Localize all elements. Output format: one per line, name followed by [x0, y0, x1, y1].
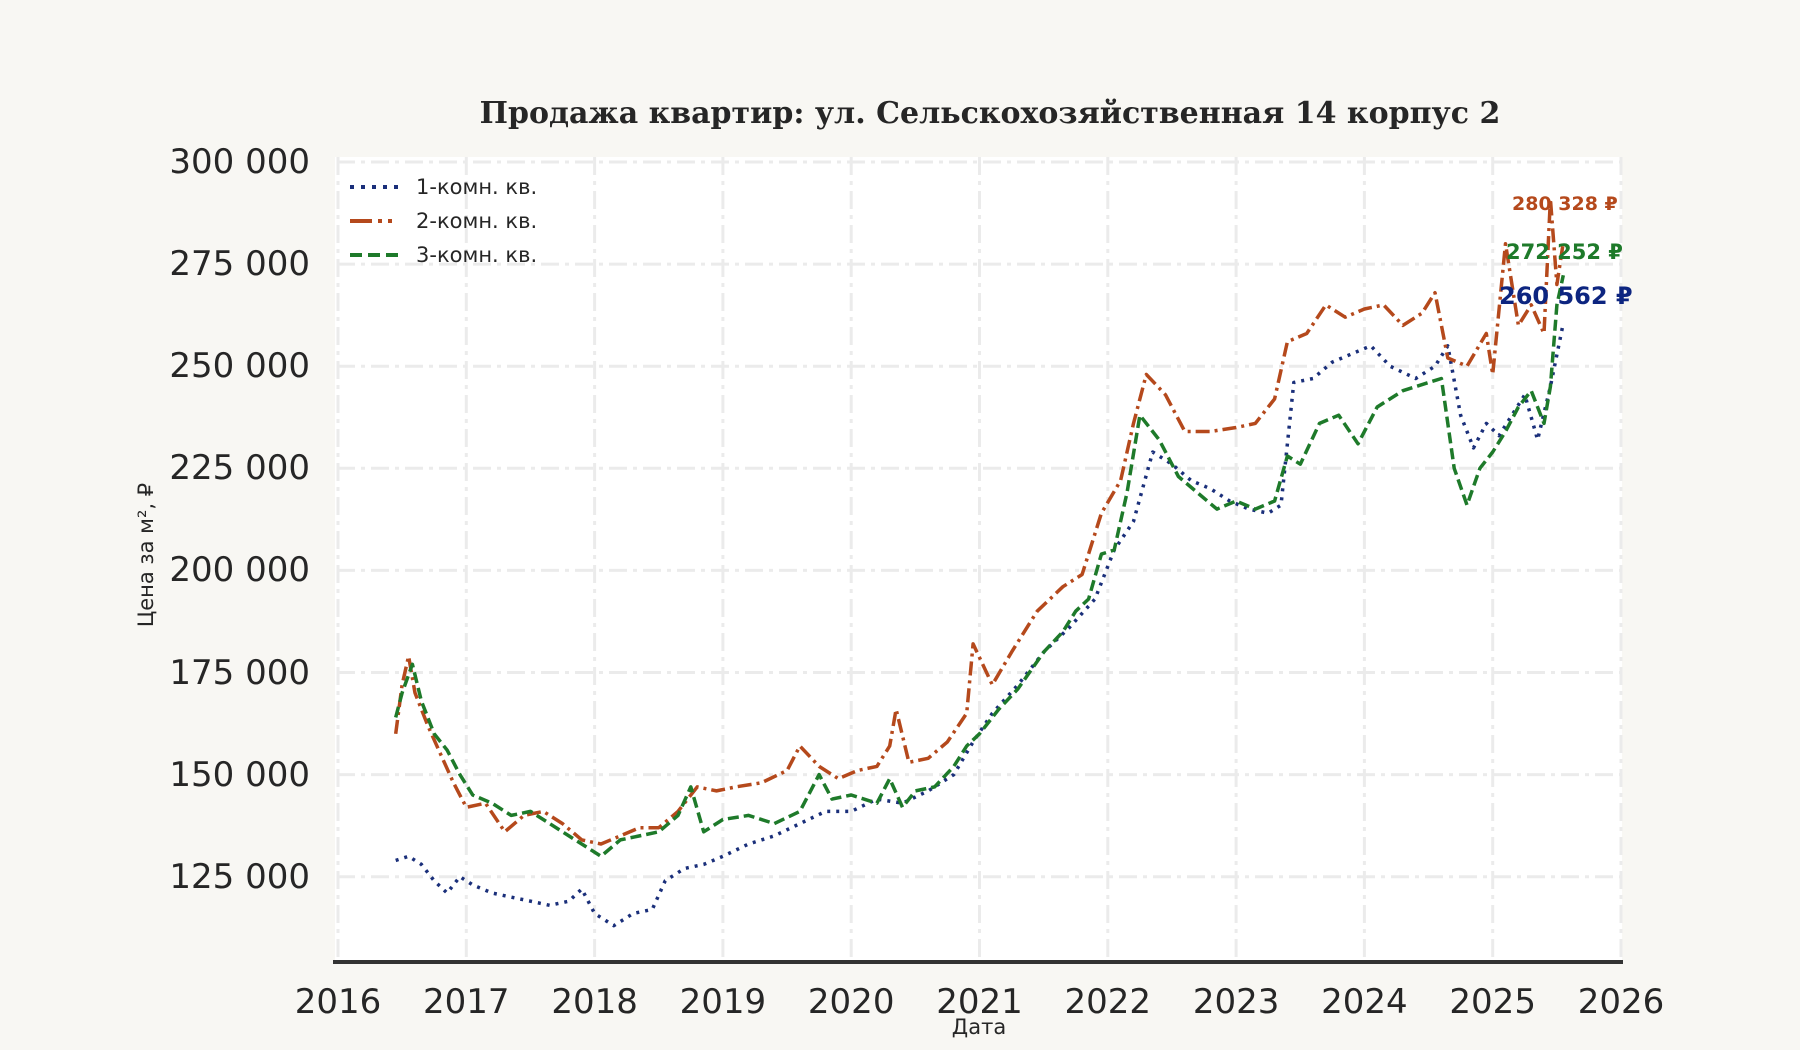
x-tick-label: 2026	[1577, 982, 1665, 1022]
y-tick-label: 275 000	[169, 244, 310, 285]
y-tick-label: 300 000	[169, 142, 310, 182]
x-tick-label: 2025	[1449, 982, 1536, 1022]
x-tick-label: 2017	[423, 982, 510, 1022]
x-tick-label: 2023	[1192, 982, 1280, 1022]
y-tick-label: 175 000	[169, 652, 310, 693]
dashed-line-swatch-icon	[350, 253, 398, 257]
legend-item-2room: 2-комн. кв.	[348, 204, 537, 238]
legend-label: 1-комн. кв.	[416, 175, 538, 199]
grid-lines	[336, 157, 1623, 960]
x-tick-label: 2016	[294, 982, 382, 1022]
end-label-1room: 260 562 ₽	[1499, 282, 1633, 310]
x-tick-label: 2024	[1321, 982, 1408, 1022]
x-axis-label: Дата	[951, 1015, 1007, 1039]
x-tick-label: 2019	[679, 982, 767, 1022]
y-tick-label: 225 000	[169, 448, 310, 489]
x-tick-label: 2018	[551, 982, 638, 1022]
series-line-3room	[394, 274, 1566, 859]
dashdot-line-swatch-icon	[350, 219, 398, 223]
y-tick-label: 125 000	[169, 856, 310, 897]
y-tick-label: 150 000	[169, 754, 310, 795]
x-tick-label: 2020	[807, 982, 895, 1022]
legend-item-1room: 1-комн. кв.	[348, 170, 537, 204]
dotted-line-swatch-icon	[350, 185, 398, 189]
x-tick-label: 2022	[1064, 982, 1152, 1022]
series-lines	[393, 197, 1566, 928]
chart-title: Продажа квартир: ул. Сельскохозяйственна…	[479, 96, 1501, 131]
legend-label: 3-комн. кв.	[416, 243, 538, 267]
end-label-2room: 280 328 ₽	[1512, 193, 1618, 215]
y-tick-label: 250 000	[169, 346, 310, 387]
end-label-3room: 272 252 ₽	[1506, 240, 1623, 264]
y-axis-label: Цена за м², ₽	[134, 482, 158, 628]
series-line-2room	[393, 197, 1566, 846]
legend-label: 2-комн. кв.	[416, 209, 538, 233]
y-tick-label: 200 000	[169, 550, 310, 591]
x-tick-label: 2021	[936, 982, 1023, 1022]
legend: 1-комн. кв. 2-комн. кв. 3-комн. кв.	[348, 170, 537, 272]
legend-item-3room: 3-комн. кв.	[348, 238, 537, 272]
